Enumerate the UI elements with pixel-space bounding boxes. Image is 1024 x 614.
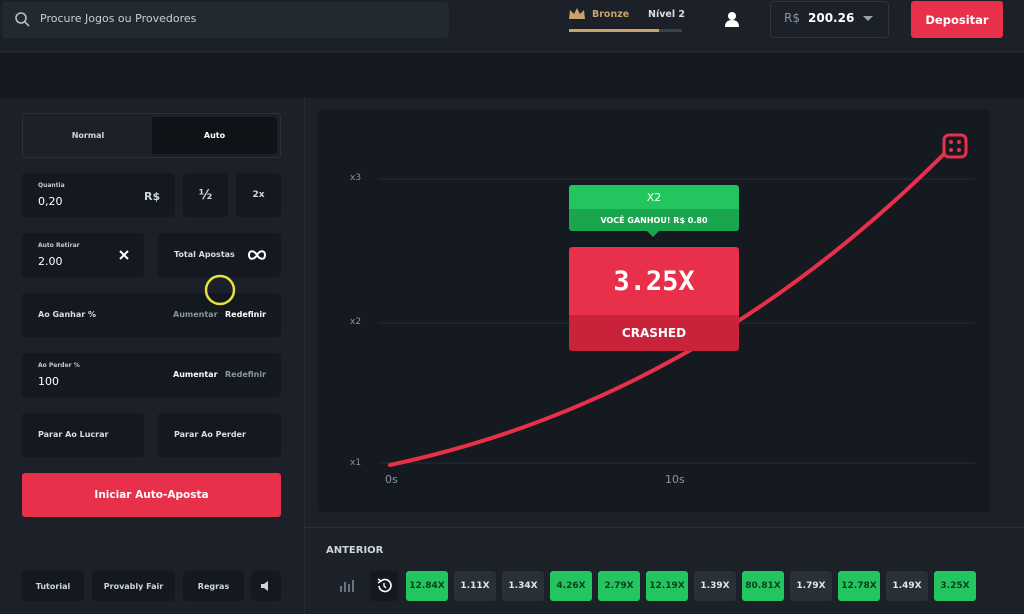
tab-active[interactable]: Auto [152,117,277,154]
stats-icon [340,580,354,592]
y-label: x2 [350,317,362,327]
marker-dots [949,140,961,152]
stop-profit-box[interactable] [22,413,144,457]
round-chip-win[interactable]: 12.78X [838,571,880,601]
half-button[interactable]: ½ [183,173,228,217]
on-loss-label: Ao Perder % [38,362,80,369]
crown-icon [569,8,585,19]
currency: R$ [784,11,800,25]
y-label: x1 [350,458,362,468]
total-bets-label: Total Apostas [174,250,235,259]
infinity-icon [247,250,267,260]
history-title: ANTERIOR [326,545,384,556]
crash-status: CRASHED [569,315,739,351]
crash-curve [388,150,948,467]
stop-loss-box[interactable] [158,413,281,457]
search-box[interactable] [2,2,449,38]
balance-box[interactable] [770,1,889,38]
total-bets-box[interactable] [158,233,281,277]
sound-icon [261,581,268,591]
caret [863,16,873,21]
round-chip[interactable]: 1.34X [502,571,544,601]
start-button[interactable]: Iniciar Auto-Aposta [22,473,281,517]
clear-icon[interactable] [119,250,129,260]
x-label: 0s [385,473,398,486]
footer-link[interactable]: Provably Fair [92,571,175,601]
round-chip[interactable]: 1.49X [886,571,928,601]
user-icon[interactable] [724,11,740,27]
progress-fill [569,29,659,32]
search-placeholder: Procure Jogos ou Provedores [40,12,197,25]
amount-input[interactable] [22,173,175,217]
round-chip[interactable]: 1.11X [454,571,496,601]
footer-links: Tutorial Provably Fair Regras [22,571,281,601]
reset-option[interactable]: Redefinir [225,370,267,379]
deposit-button[interactable]: Depositar [911,1,1003,38]
balance: 200.26 [808,11,855,25]
tab[interactable]: Normal [71,131,105,140]
on-win-label: Ao Ganhar % [38,310,96,319]
win-pointer [647,231,659,237]
amount-currency: R$ [144,190,161,203]
footer-link[interactable]: Tutorial [22,571,84,601]
round-chip-win[interactable]: 2.79X [598,571,640,601]
amount: 0,20 [38,195,63,208]
graph [378,133,975,467]
round-chip[interactable]: 1.39X [694,571,736,601]
crash-value: 3.25X [569,247,739,315]
round-chip-win[interactable]: 12.19X [646,571,688,601]
on-win-box [22,293,281,337]
round-chip-win[interactable]: 4.26X [550,571,592,601]
double-button[interactable]: 2x [236,173,281,217]
x-label: 10s [665,473,685,486]
auto-cashout-label: Auto Retirar [38,242,80,249]
stop-profit: Parar Ao Lucrar [38,430,109,439]
search-icon [15,12,30,27]
stop-loss: Parar Ao Perder [174,430,246,439]
increase-option[interactable]: Aumentar [173,370,218,379]
increase-option[interactable]: Aumentar [173,310,218,319]
on-loss-box [22,353,281,397]
round-chip[interactable]: 1.79X [790,571,832,601]
round-chip-win[interactable]: 12.84X [406,571,448,601]
amount-label: Quantia [38,182,65,189]
reset-option[interactable]: Redefinir [225,310,267,319]
auto-cashout: 2.00 [38,255,63,268]
rocket-marker [942,133,968,159]
history-icon [377,578,392,593]
sound-button[interactable] [251,571,281,601]
on-loss[interactable]: 100 [38,375,59,388]
stats-button[interactable] [333,571,361,601]
footer-link[interactable]: Regras [183,571,244,601]
win-multiplier: X2 [569,185,739,209]
strip [0,53,1024,98]
win-message: VOCÊ GANHOU! R$ 0.80 [569,209,739,231]
history-button[interactable] [370,571,398,601]
level: Nível 2 [648,9,686,20]
history-chips: 12.84X 1.11X 1.34X 4.26X 2.79X 12.19X 1.39X 80.… [406,571,976,601]
round-chip-win[interactable]: 80.81X [742,571,784,601]
round-chip-win[interactable]: 3.25X [934,571,976,601]
rank: Bronze [592,9,630,20]
y-label: x3 [350,173,362,183]
cursor-highlight [204,274,236,306]
